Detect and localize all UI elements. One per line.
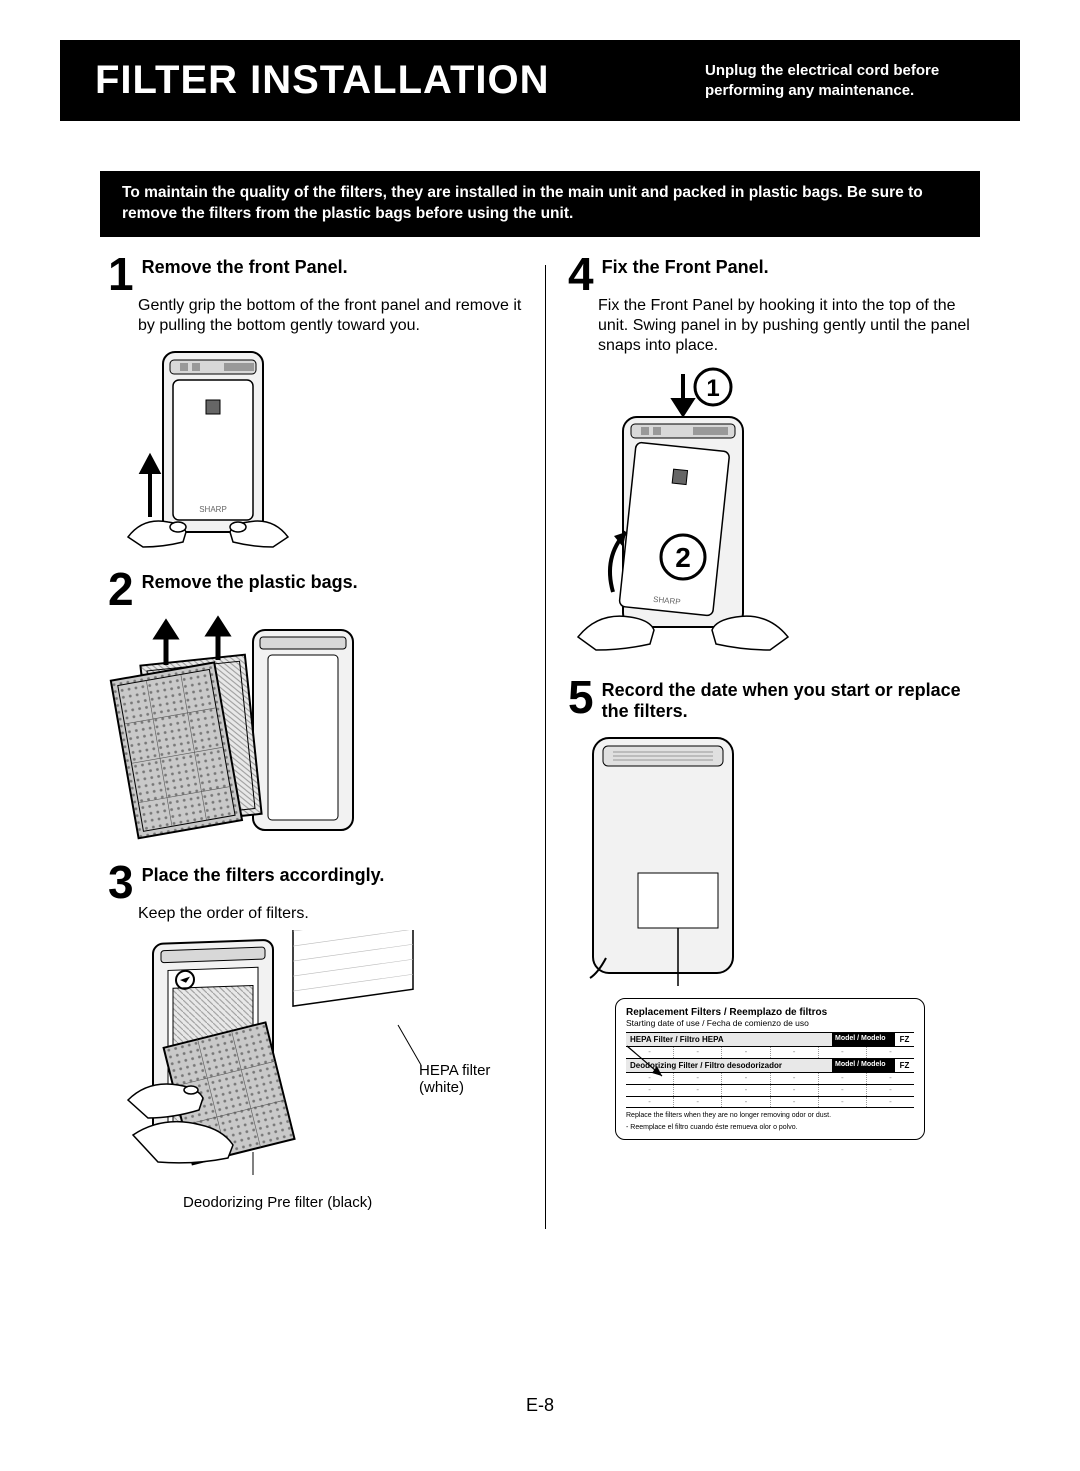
fz-label-2: FZ	[894, 1059, 914, 1072]
replacement-footnote-2: - Reemplace el filtro cuando éste remuev…	[626, 1124, 914, 1132]
circle-1-number: 1	[706, 375, 719, 402]
step-1-number: 1	[108, 255, 134, 294]
step-4-illustration: SHARP 1 2	[568, 362, 972, 652]
right-column: 4 Fix the Front Panel. Fix the Front Pan…	[546, 255, 980, 1229]
model-label-1: Model / Modelo	[832, 1033, 894, 1046]
deodorizing-filter-label: Deodorizing Pre filter (black)	[183, 1194, 523, 1211]
step-2: 2 Remove the plastic bags.	[108, 570, 523, 845]
fz-label-1: FZ	[894, 1033, 914, 1046]
page-number: E-8	[0, 1395, 1080, 1416]
card-pointer-icon	[622, 1041, 672, 1091]
svg-text:SHARP: SHARP	[199, 505, 227, 514]
replacement-filters-card: Replacement Filters / Reemplazo de filtr…	[615, 998, 925, 1140]
step-1-title: Remove the front Panel.	[142, 255, 348, 278]
step-4-number: 4	[568, 255, 594, 294]
step-5: 5 Record the date when you start or repl…	[568, 678, 972, 1140]
step-1-body: Gently grip the bottom of the front pane…	[138, 296, 523, 336]
maintenance-warning: Unplug the electrical cord before perfor…	[705, 61, 985, 100]
step-5-number: 5	[568, 678, 594, 717]
step-1-head: 1 Remove the front Panel.	[108, 255, 523, 294]
step-3-number: 3	[108, 863, 134, 902]
replacement-subtitle: Starting date of use / Fecha de comienzo…	[626, 1018, 914, 1028]
step-3-illustration: (INSIDE)奥 ⇧ ⇩ 手前(OUTSIDE)	[123, 930, 523, 1211]
step-4-title: Fix the Front Panel.	[602, 255, 769, 278]
left-column: 1 Remove the front Panel. Gently grip th…	[100, 255, 545, 1229]
step-1-illustration: SHARP	[108, 342, 523, 552]
step-4-head: 4 Fix the Front Panel.	[568, 255, 972, 294]
title-bar: FILTER INSTALLATION Unplug the electrica…	[60, 40, 1020, 121]
model-label-2: Model / Modelo	[832, 1059, 894, 1072]
step-3-body: Keep the order of filters.	[138, 904, 523, 924]
manual-page: FILTER INSTALLATION Unplug the electrica…	[0, 0, 1080, 1471]
step-2-number: 2	[108, 570, 134, 609]
step-5-head: 5 Record the date when you start or repl…	[568, 678, 972, 722]
step-2-head: 2 Remove the plastic bags.	[108, 570, 523, 609]
step-5-illustration	[568, 728, 972, 988]
step-4: 4 Fix the Front Panel. Fix the Front Pan…	[568, 255, 972, 652]
circle-2-number: 2	[675, 542, 691, 573]
step-5-title: Record the date when you start or replac…	[602, 678, 972, 722]
replacement-title: Replacement Filters / Reemplazo de filtr…	[626, 1007, 914, 1018]
step-2-title: Remove the plastic bags.	[142, 570, 358, 593]
step-3-head: 3 Place the filters accordingly.	[108, 863, 523, 902]
content-columns: 1 Remove the front Panel. Gently grip th…	[100, 255, 980, 1229]
intro-note: To maintain the quality of the filters, …	[100, 171, 980, 237]
step-4-body: Fix the Front Panel by hooking it into t…	[598, 296, 972, 356]
step-3-title: Place the filters accordingly.	[142, 863, 385, 886]
hepa-filter-label: HEPA filter (white)	[419, 1062, 523, 1096]
step-1: 1 Remove the front Panel. Gently grip th…	[108, 255, 523, 552]
step-2-illustration	[108, 615, 523, 845]
page-title: FILTER INSTALLATION	[95, 58, 550, 103]
step-3: 3 Place the filters accordingly. Keep th…	[108, 863, 523, 1211]
deo-date-row-3: ------	[626, 1096, 914, 1108]
replacement-footnote-1: Replace the filters when they are no lon…	[626, 1112, 914, 1120]
